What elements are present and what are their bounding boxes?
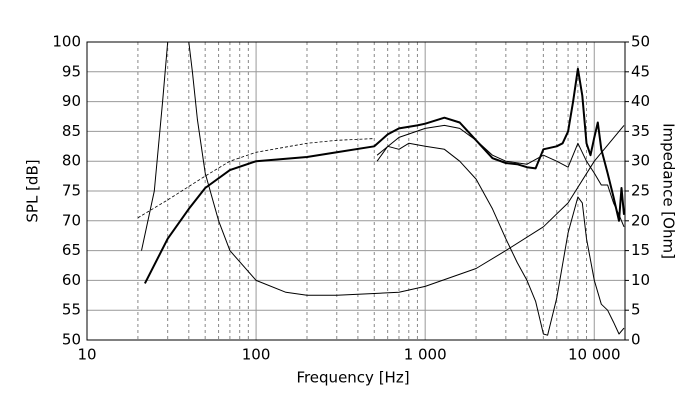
x-tick-label: 1 000 <box>404 346 447 364</box>
y-tick-label: 100 <box>52 33 81 51</box>
y-tick-label: 90 <box>62 92 81 110</box>
y-tick-label: 85 <box>62 122 81 140</box>
series-line <box>144 67 625 284</box>
x-tick-label: 10 <box>77 346 96 364</box>
plot-frame <box>86 41 626 341</box>
y2-tick-label: 30 <box>631 152 650 170</box>
series-line <box>137 138 375 219</box>
y2-axis-label: Impedance [Ohm] <box>660 123 678 259</box>
x-axis-label: Frequency [Hz] <box>296 369 409 387</box>
y2-tick-label: 40 <box>631 92 650 110</box>
y-axis-label: SPL [dB] <box>24 159 42 222</box>
y-tick-label: 65 <box>62 241 81 259</box>
y2-tick-label: 5 <box>631 301 641 319</box>
series-line <box>141 42 625 296</box>
y2-tick-label: 35 <box>631 122 650 140</box>
y-tick-label: 75 <box>62 182 81 200</box>
y-tick-label: 95 <box>62 62 81 80</box>
y2-tick-label: 45 <box>631 62 650 80</box>
plot-lines <box>137 42 625 336</box>
x-tick-label: 100 <box>242 346 271 364</box>
y2-tick-label: 50 <box>631 33 650 51</box>
y2-tick-label: 25 <box>631 182 650 200</box>
series-line <box>376 142 625 336</box>
y2-tick-label: 20 <box>631 211 650 229</box>
y-tick-label: 50 <box>62 331 81 349</box>
y-tick-label: 60 <box>62 271 81 289</box>
y-tick-label: 70 <box>62 211 81 229</box>
series-line <box>376 124 625 227</box>
y2-tick-label: 0 <box>631 331 641 349</box>
y2-tick-label: 15 <box>631 241 650 259</box>
y-tick-label: 80 <box>62 152 81 170</box>
x-tick-label: 10 000 <box>568 346 621 364</box>
y2-tick-label: 10 <box>631 271 650 289</box>
y-tick-label: 55 <box>62 301 81 319</box>
